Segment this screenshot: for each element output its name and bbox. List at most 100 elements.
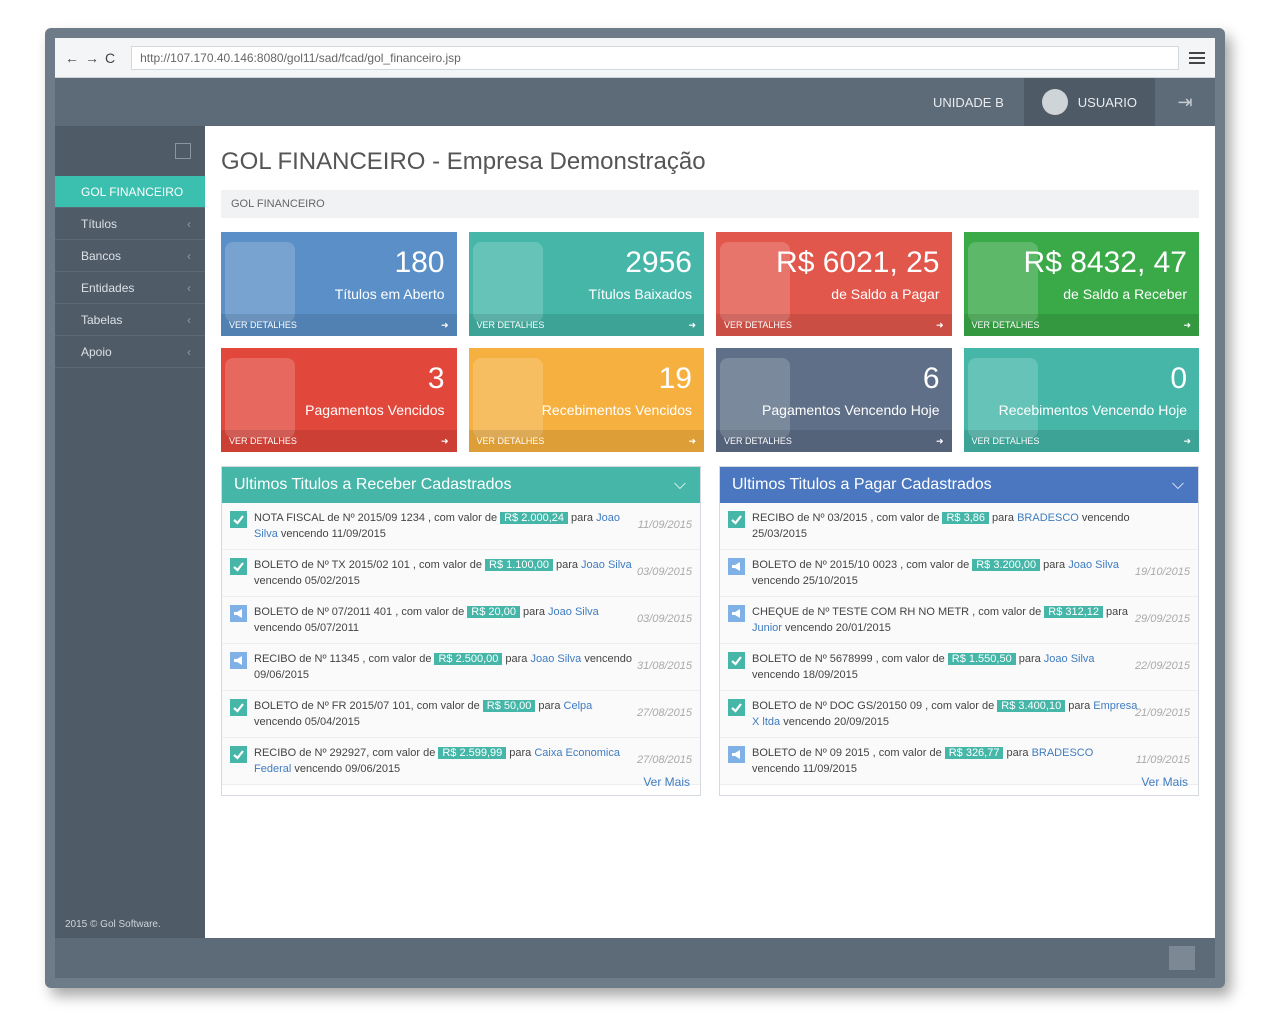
panel-title[interactable]: Ultimos Titulos a Receber Cadastrados xyxy=(222,467,700,503)
entity-link[interactable]: BRADESCO xyxy=(1017,512,1079,524)
list-item[interactable]: BOLETO de Nº TX 2015/02 101 , com valor … xyxy=(222,550,700,597)
para-text: para xyxy=(991,512,1015,524)
list-item[interactable]: BOLETO de Nº FR 2015/07 101, com valor d… xyxy=(222,691,700,738)
amount-badge: R$ 2.500,00 xyxy=(434,653,503,665)
sidebar-item[interactable]: Apoio xyxy=(55,336,205,368)
check-icon xyxy=(230,746,247,763)
entity-link[interactable]: Joao Silva xyxy=(1043,653,1095,665)
para-text: para xyxy=(1106,606,1129,618)
tile-link[interactable]: VER DETALHES xyxy=(468,430,704,452)
item-text: BOLETO de Nº DOC GS/20150 09 , com valor… xyxy=(752,698,1138,730)
entity-link[interactable]: Celpa xyxy=(563,700,593,712)
list-item[interactable]: BOLETO de Nº 2015/10 0023 , com valor de… xyxy=(720,550,1198,597)
sidebar-item[interactable]: Bancos xyxy=(55,240,205,272)
created-date: 22/09/2015 xyxy=(1134,660,1190,672)
tile-value: 19 xyxy=(658,362,692,395)
created-date: 11/09/2015 xyxy=(637,519,692,531)
created-date: 31/08/2015 xyxy=(636,660,692,672)
sidebar-item[interactable]: Títulos xyxy=(55,208,205,240)
sidebar-item[interactable]: GOL FINANCEIRO xyxy=(55,176,205,208)
user-menu[interactable]: USUARIO xyxy=(1023,78,1155,126)
entity-link[interactable]: Joao Silva xyxy=(581,559,632,571)
nav-buttons[interactable]: ←→C xyxy=(65,49,122,66)
panel: Ultimos Titulos a Receber Cadastrados NOT… xyxy=(221,466,701,796)
browser-window: ←→C http://107.170.40.146:8080/gol11/sad… xyxy=(55,38,1215,978)
check-icon xyxy=(728,511,745,528)
amount-badge: R$ 3.400,10 xyxy=(997,700,1066,712)
para-text: para xyxy=(509,747,532,759)
due-date: vencendo 09/06/2015 xyxy=(254,653,633,681)
entity-link[interactable]: BRADESCO xyxy=(1031,747,1094,759)
sidebar-toggle[interactable] xyxy=(55,126,205,176)
list-item[interactable]: BOLETO de Nº 5678999 , com valor de R$ 1.… xyxy=(720,644,1198,691)
tile-icon xyxy=(967,358,1038,438)
entity-link[interactable]: Junior xyxy=(752,622,782,634)
more-link[interactable]: Ver Mais xyxy=(643,775,690,789)
stat-tile: 0 Recebimentos Vencendo Hoje VER DETALHES xyxy=(963,348,1199,452)
tile-value: 3 xyxy=(427,362,445,395)
check-icon xyxy=(230,511,247,528)
list-item[interactable]: BOLETO de Nº 07/2011 401 , com valor de R… xyxy=(222,597,700,644)
main: GOL FINANCEIROTítulosBancosEntidadesTabe… xyxy=(55,126,1215,938)
item-description: BOLETO de Nº FR 2015/07 101, com valor d… xyxy=(254,700,480,712)
para-text: para xyxy=(522,606,545,618)
para-text: para xyxy=(1006,747,1029,759)
created-date: 29/09/2015 xyxy=(1134,613,1190,625)
sidebar-item[interactable]: Tabelas xyxy=(55,304,205,336)
created-date: 21/09/2015 xyxy=(1134,707,1190,719)
created-date: 27/08/2015 xyxy=(636,707,692,719)
created-date: 11/09/2015 xyxy=(1135,754,1190,766)
tile-link[interactable]: VER DETALHES xyxy=(963,430,1199,452)
breadcrumb[interactable]: GOL FINANCEIRO xyxy=(221,190,1199,218)
tile-link[interactable]: VER DETALHES xyxy=(468,314,704,336)
stat-tile: 180 Títulos em Aberto VER DETALHES xyxy=(221,232,457,336)
panel-title[interactable]: Ultimos Titulos a Pagar Cadastrados xyxy=(720,467,1198,503)
para-text: para xyxy=(1018,653,1041,665)
entity-link[interactable]: Joao Silva xyxy=(530,653,582,665)
bottom-bar xyxy=(55,938,1215,978)
browser-menu[interactable] xyxy=(1189,51,1205,64)
stat-tile: R$ 6021, 25 de Saldo a Pagar VER DETALHES xyxy=(716,232,952,336)
due-date: vencendo 09/06/2015 xyxy=(294,763,401,775)
bullhorn-icon xyxy=(230,652,247,669)
list-item[interactable]: BOLETO de Nº DOC GS/20150 09 , com valor… xyxy=(720,691,1198,738)
tile-label: Pagamentos Vencendo Hoje xyxy=(762,402,940,418)
logout-button[interactable]: ⇥ xyxy=(1177,91,1193,112)
list-item[interactable]: BOLETO de Nº 09 2015 , com valor de R$ 32… xyxy=(720,738,1198,785)
tile-link[interactable]: VER DETALHES xyxy=(716,430,952,452)
amount-badge: R$ 1.550,50 xyxy=(947,653,1016,665)
entity-link[interactable]: Empresa X ltda xyxy=(752,700,1138,728)
tile-link[interactable]: VER DETALHES xyxy=(221,314,457,336)
tile-value: R$ 6021, 25 xyxy=(776,246,940,279)
list-item[interactable]: RECIBO de Nº 03/2015 , com valor de R$ 3,… xyxy=(720,503,1198,550)
para-text: para xyxy=(555,559,578,571)
tile-label: Recebimentos Vencidos xyxy=(541,402,692,418)
address-bar[interactable]: http://107.170.40.146:8080/gol11/sad/fca… xyxy=(131,45,1179,70)
tile-icon xyxy=(967,242,1038,322)
more-link[interactable]: Ver Mais xyxy=(1141,775,1188,789)
list-item[interactable]: RECIBO de Nº 292927, com valor de R$ 2.59… xyxy=(222,738,700,785)
unit-selector[interactable]: UNIDADE B xyxy=(932,94,1004,110)
due-date: vencendo 11/09/2015 xyxy=(280,528,386,540)
toggle-icon xyxy=(175,143,191,159)
tile-link[interactable]: VER DETALHES xyxy=(221,430,457,452)
entity-link[interactable]: Joao Silva xyxy=(1068,559,1120,571)
scroll-top-button[interactable] xyxy=(1169,946,1195,970)
list-item[interactable]: RECIBO de Nº 11345 , com valor de R$ 2.50… xyxy=(222,644,700,691)
entity-link[interactable]: Caixa Economica Federal xyxy=(254,747,620,775)
sidebar: GOL FINANCEIROTítulosBancosEntidadesTabe… xyxy=(55,126,205,938)
list-item[interactable]: CHEQUE de Nº TESTE COM RH NO METR , com … xyxy=(720,597,1198,644)
user-name: USUARIO xyxy=(1077,94,1137,110)
entity-link[interactable]: Joao Silva xyxy=(254,512,620,540)
list-item[interactable]: NOTA FISCAL de Nº 2015/09 1234 , com val… xyxy=(222,503,700,550)
entity-link[interactable]: Joao Silva xyxy=(548,606,599,618)
sidebar-item[interactable]: Entidades xyxy=(55,272,205,304)
stat-tile: 19 Recebimentos Vencidos VER DETALHES xyxy=(468,348,704,452)
tile-link[interactable]: VER DETALHES xyxy=(963,314,1199,336)
tile-link[interactable]: VER DETALHES xyxy=(716,314,952,336)
due-date: vencendo 20/09/2015 xyxy=(783,716,890,728)
tile-icon xyxy=(225,242,295,322)
tile-label: de Saldo a Pagar xyxy=(831,286,940,302)
